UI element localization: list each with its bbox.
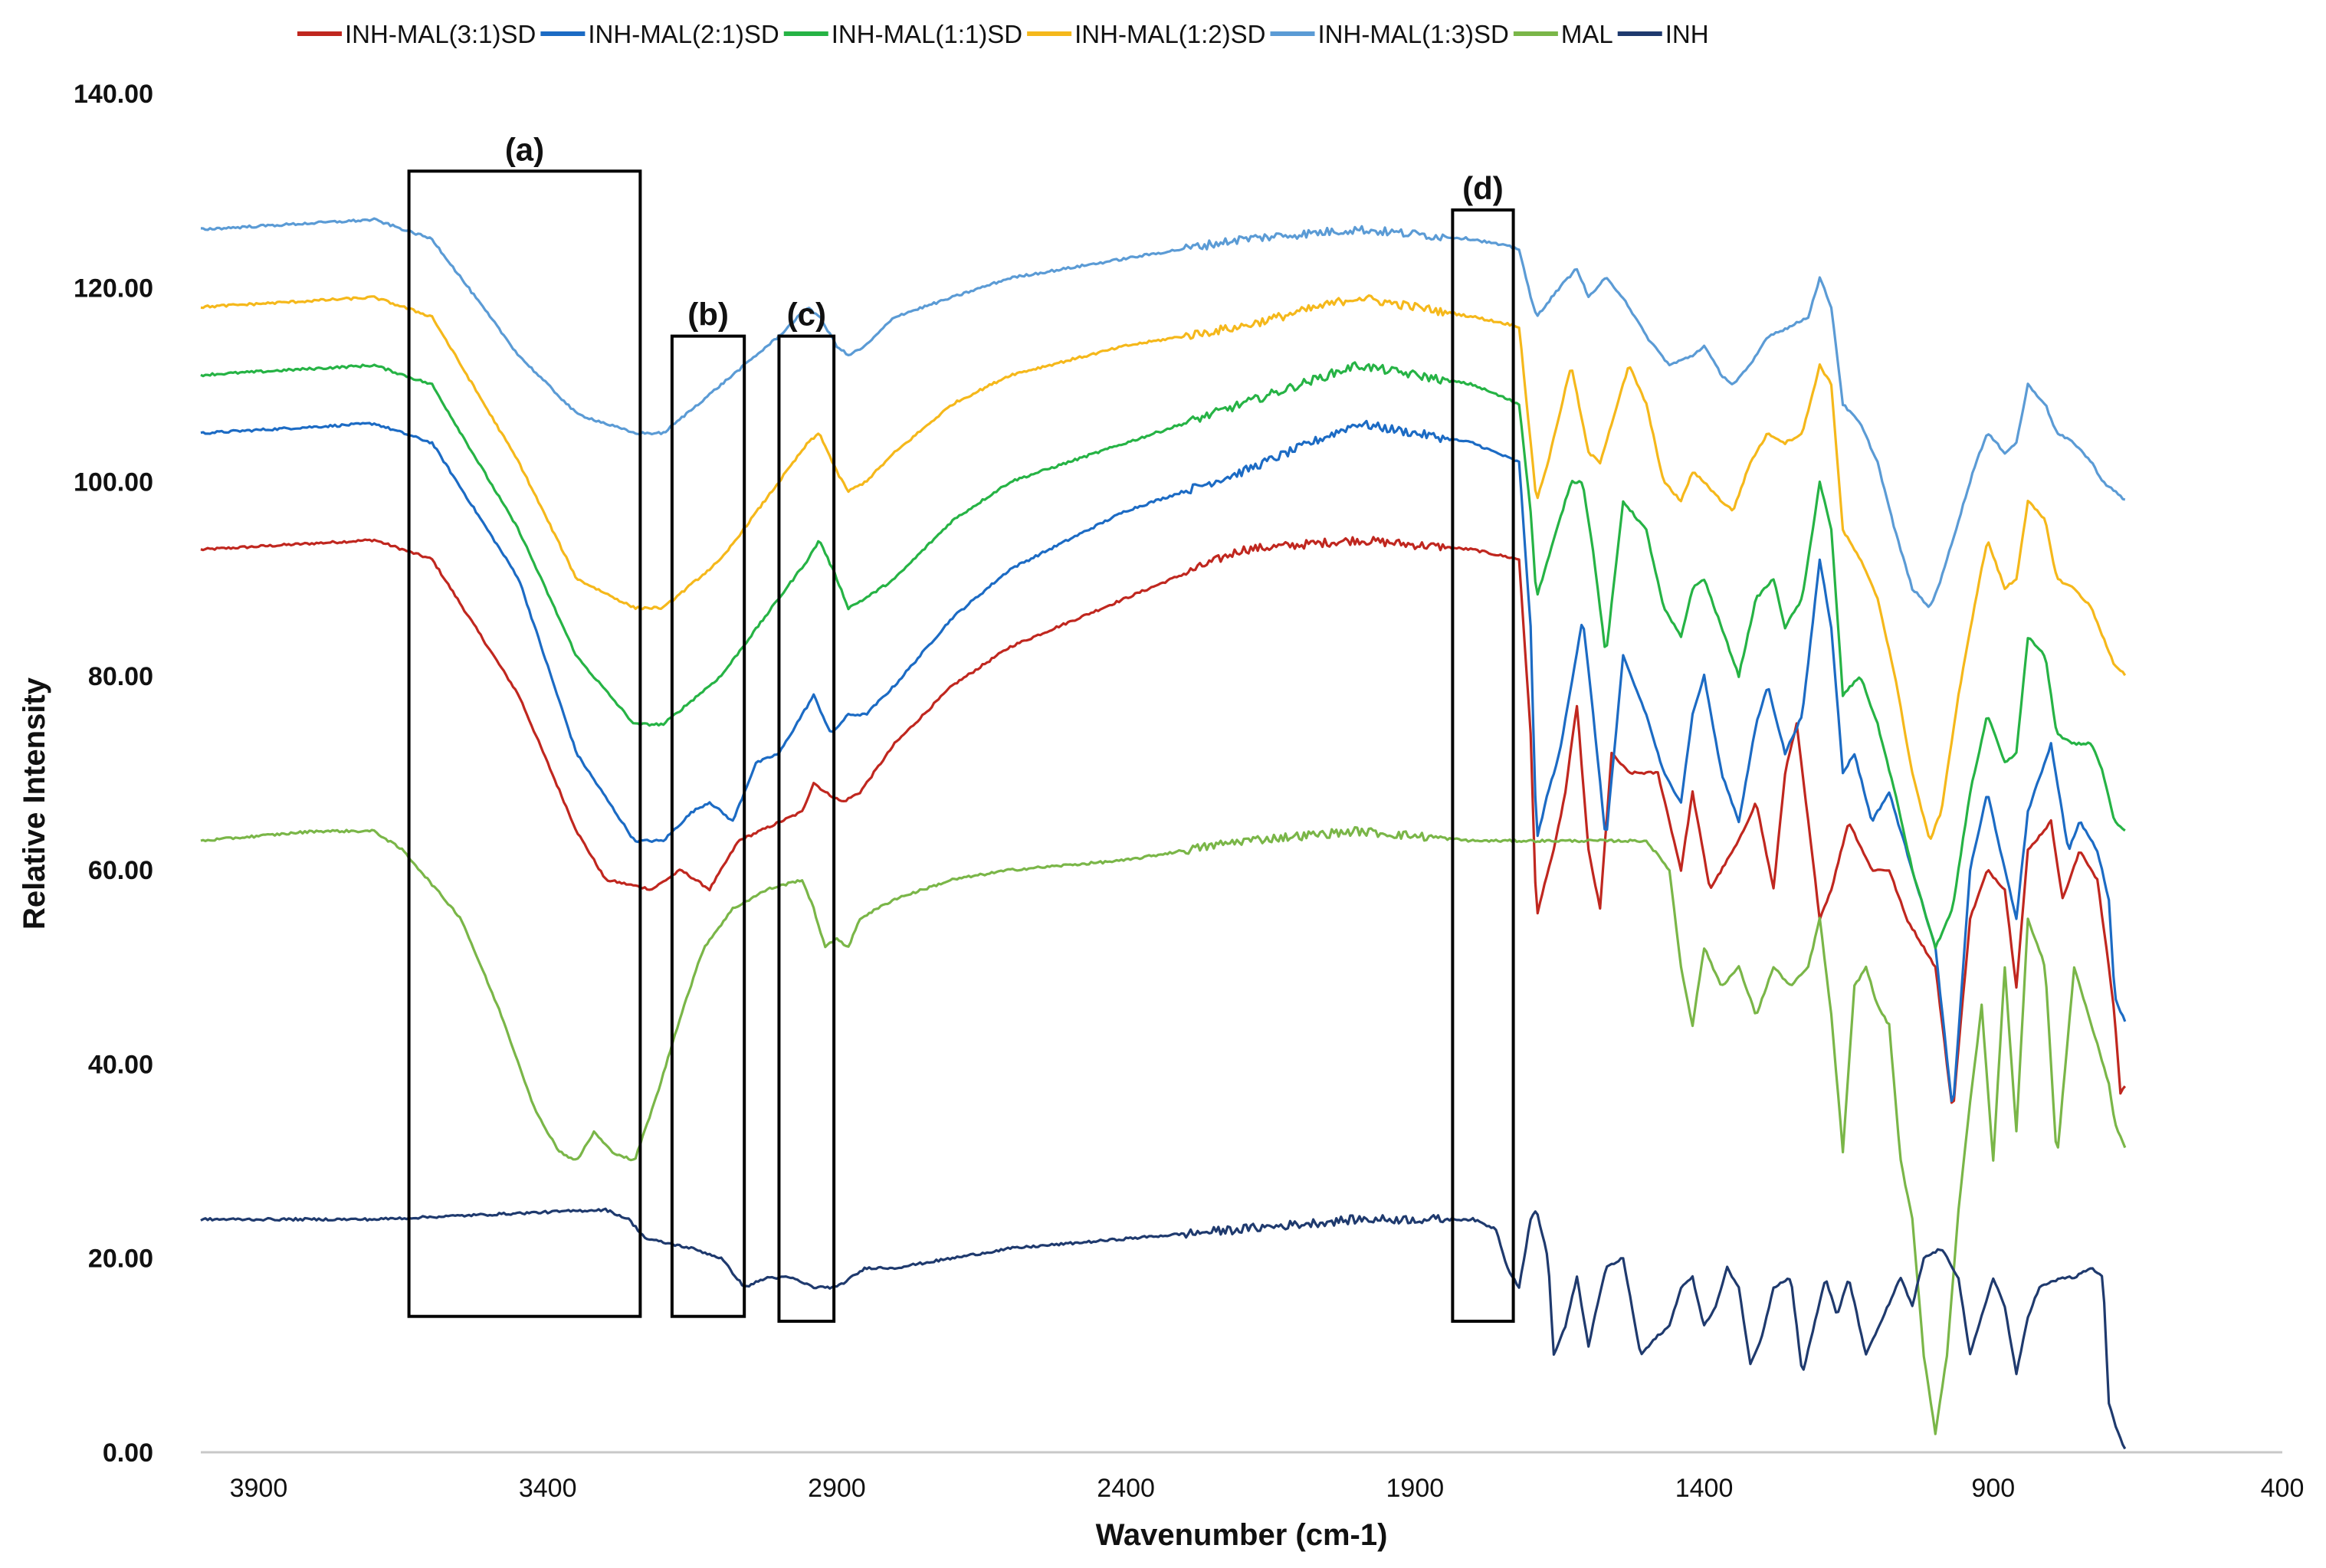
legend-label: INH-MAL(3:1)SD bbox=[345, 20, 536, 48]
y-tick-label: 120.00 bbox=[74, 274, 153, 303]
x-tick-label: 3400 bbox=[519, 1474, 577, 1503]
highlight-boxes: (a) (b) (c) (d) bbox=[407, 131, 1515, 1324]
series-line bbox=[200, 294, 2127, 840]
x-tick-label: 400 bbox=[2261, 1474, 2305, 1503]
y-tick-label: 0.00 bbox=[103, 1438, 153, 1468]
highlight-box bbox=[1451, 208, 1515, 1324]
legend-label: INH bbox=[1665, 20, 1709, 48]
legend-label: INH-MAL(1:3)SD bbox=[1318, 20, 1509, 48]
y-tick-label: 100.00 bbox=[74, 468, 153, 497]
series-lines bbox=[200, 217, 2127, 1450]
y-tick-label: 40.00 bbox=[88, 1050, 153, 1079]
x-axis-ticks: 3900 3400 2900 2400 1900 1400 900 400 bbox=[230, 1474, 2305, 1503]
highlight-box-label: (c) bbox=[787, 297, 826, 333]
series-line bbox=[200, 361, 2126, 950]
highlight-box-label: (b) bbox=[687, 297, 729, 333]
series-line bbox=[200, 419, 2127, 1103]
x-axis-title: Wavenumber (cm-1) bbox=[1096, 1518, 1388, 1552]
x-tick-label: 2400 bbox=[1097, 1474, 1155, 1503]
series-line bbox=[200, 536, 2127, 1104]
x-tick-label: 3900 bbox=[230, 1474, 288, 1503]
x-tick-label: 2900 bbox=[808, 1474, 866, 1503]
series-line bbox=[200, 1207, 2127, 1450]
legend-label: MAL bbox=[1561, 20, 1613, 48]
y-tick-label: 60.00 bbox=[88, 856, 153, 885]
y-axis-title: Relative Intensity bbox=[18, 677, 51, 930]
legend-label: INH-MAL(1:1)SD bbox=[832, 20, 1022, 48]
series-line bbox=[200, 825, 2127, 1435]
legend-label: INH-MAL(2:1)SD bbox=[588, 20, 779, 48]
x-tick-label: 1400 bbox=[1675, 1474, 1734, 1503]
y-tick-label: 140.00 bbox=[74, 80, 153, 109]
y-tick-label: 20.00 bbox=[88, 1245, 153, 1274]
highlight-box-label: (d) bbox=[1462, 170, 1504, 206]
legend-label: INH-MAL(1:2)SD bbox=[1074, 20, 1265, 48]
y-tick-label: 80.00 bbox=[88, 662, 153, 691]
highlight-box-label: (a) bbox=[505, 131, 544, 167]
series-line bbox=[200, 217, 2126, 609]
x-tick-label: 900 bbox=[1971, 1474, 2015, 1503]
highlight-box bbox=[777, 334, 836, 1324]
legend: INH-MAL(3:1)SD INH-MAL(2:1)SD INH-MAL(1:1)… bbox=[297, 20, 1709, 48]
highlight-box bbox=[407, 169, 642, 1318]
x-tick-label: 1900 bbox=[1386, 1474, 1445, 1503]
y-axis-ticks: 0.00 20.00 40.00 60.00 80.00 100.00 120.00 140.… bbox=[74, 80, 153, 1468]
highlight-box bbox=[670, 334, 746, 1318]
